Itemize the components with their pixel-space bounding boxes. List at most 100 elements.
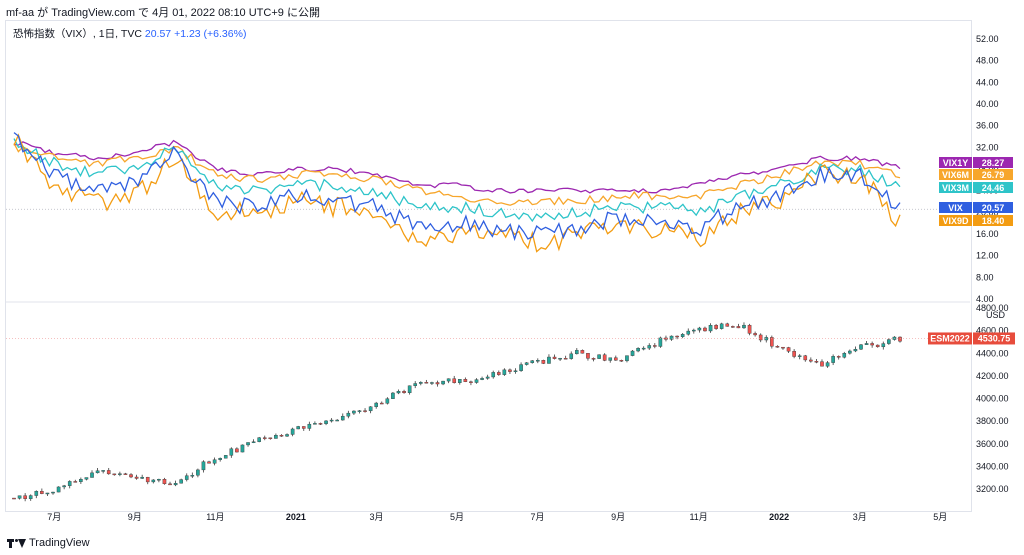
es-candle-body xyxy=(859,344,863,350)
es-y-tick: 3600.00 xyxy=(976,439,1009,449)
footer-brand: TradingView xyxy=(29,537,90,549)
es-y-tick: 3800.00 xyxy=(976,416,1009,426)
es-candle-body xyxy=(558,358,562,360)
tag-esm2022-value: 4530.75 xyxy=(978,333,1011,343)
es-candle-body xyxy=(340,415,345,421)
es-y-tick: 4000.00 xyxy=(976,394,1009,404)
es-candle-body xyxy=(95,470,100,474)
es-candle-body xyxy=(552,356,557,359)
x-tick: 11月 xyxy=(689,512,707,522)
es-candle-body xyxy=(274,435,278,439)
es-candle-body xyxy=(641,347,646,350)
es-candle-body xyxy=(697,327,702,331)
es-candle-body xyxy=(836,356,841,358)
tag-vix6m-value: 26.79 xyxy=(982,170,1005,180)
es-candle-body xyxy=(508,369,512,372)
es-candle-body xyxy=(112,473,117,476)
es-candle-body xyxy=(313,423,317,425)
tag-vix-name-bg xyxy=(939,202,972,213)
chart-area[interactable] xyxy=(5,20,972,512)
es-candle-body xyxy=(413,383,418,386)
x-tick: 3月 xyxy=(369,512,383,522)
es-candle-body xyxy=(157,478,161,481)
es-candle-body xyxy=(106,470,111,475)
x-tick: 9月 xyxy=(128,512,142,522)
tag-vix-value: 20.57 xyxy=(982,203,1005,213)
es-candle-body xyxy=(491,372,496,378)
es-candle-body xyxy=(591,358,596,360)
es-candle-body xyxy=(446,378,451,382)
es-candle-body xyxy=(23,495,27,499)
es-candle-body xyxy=(101,470,105,472)
es-candle-body xyxy=(90,472,94,478)
es-candle-body xyxy=(608,357,613,361)
es-y-tick: 3200.00 xyxy=(976,484,1009,494)
es-candle-body xyxy=(212,459,217,464)
es-candle-body xyxy=(40,491,44,494)
es-candle-body xyxy=(307,423,312,429)
x-tick: 3月 xyxy=(853,512,867,522)
es-candle-body xyxy=(285,434,289,437)
es-candle-body xyxy=(870,343,874,346)
es-candle-body xyxy=(324,420,328,424)
tag-vix9d-name-bg xyxy=(939,215,972,226)
es-candle-body xyxy=(12,497,16,500)
vix-y-tick: 52.00 xyxy=(976,34,999,44)
vix-y-tick: 32.00 xyxy=(976,142,999,152)
es-candle-body xyxy=(736,326,741,329)
es-candle-body xyxy=(770,337,774,347)
publish-info: mf-aa が TradingView.com で 4月 01, 2022 08… xyxy=(6,7,320,19)
legend-change: +1.23 (+6.36%) xyxy=(174,28,247,40)
es-candle-body xyxy=(145,476,150,483)
tag-esm2022-name: ESM2022 xyxy=(930,333,970,343)
es-candle-body xyxy=(535,360,540,362)
es-candle-body xyxy=(881,343,886,348)
es-candle-body xyxy=(563,358,568,360)
es-candle-body xyxy=(708,325,713,332)
tag-vix9d-value: 18.40 xyxy=(982,216,1005,226)
es-candle-body xyxy=(162,478,167,485)
es-candle-body xyxy=(28,495,33,499)
vix-y-tick: 16.00 xyxy=(976,229,999,239)
es-candle-body xyxy=(301,426,306,429)
es-candle-body xyxy=(714,325,718,329)
es-candle-body xyxy=(758,334,763,341)
tag-vix9d-name: VIX9D xyxy=(942,216,969,226)
es-candle-body xyxy=(67,481,72,486)
tag-vix1y-name-bg xyxy=(939,157,972,168)
es-candle-body xyxy=(34,491,39,496)
vix-y-tick: 36.00 xyxy=(976,121,999,131)
es-candle-body xyxy=(496,372,501,375)
es-candle-body xyxy=(335,419,339,422)
es-candle-body xyxy=(719,323,724,329)
es-candle-body xyxy=(519,364,523,371)
es-candle-body xyxy=(235,448,239,453)
es-candle-body xyxy=(474,379,479,383)
es-candle-body xyxy=(229,448,234,456)
es-candle-body xyxy=(463,379,468,382)
es-candle-body xyxy=(469,381,473,383)
es-candle-body xyxy=(240,444,245,453)
es-candle-body xyxy=(123,473,128,475)
es-candle-body xyxy=(664,337,668,340)
tag-vix6m-name-bg xyxy=(939,169,972,180)
es-candle-body xyxy=(569,353,574,359)
legend-title: 恐怖指数（VIX）, 1日, TVC xyxy=(13,28,142,40)
es-candle-body xyxy=(290,428,295,435)
tag-vix6m-name: VIX6M xyxy=(942,170,969,180)
es-candle-body xyxy=(586,353,590,359)
tag-vix6m-value-bg xyxy=(973,169,1013,180)
es-candle-body xyxy=(51,491,55,494)
es-candle-body xyxy=(742,324,746,329)
x-tick: 7月 xyxy=(47,512,61,522)
es-candle-body xyxy=(842,353,847,358)
es-candle-body xyxy=(797,355,802,357)
vix-y-tick: 4.00 xyxy=(976,294,994,304)
es-candle-body xyxy=(547,356,551,364)
es-candle-body xyxy=(658,337,663,347)
es-candle-body xyxy=(753,333,757,336)
tag-vix-value-bg xyxy=(973,202,1013,213)
es-candle-body xyxy=(424,382,429,384)
es-candle-body xyxy=(257,437,261,442)
